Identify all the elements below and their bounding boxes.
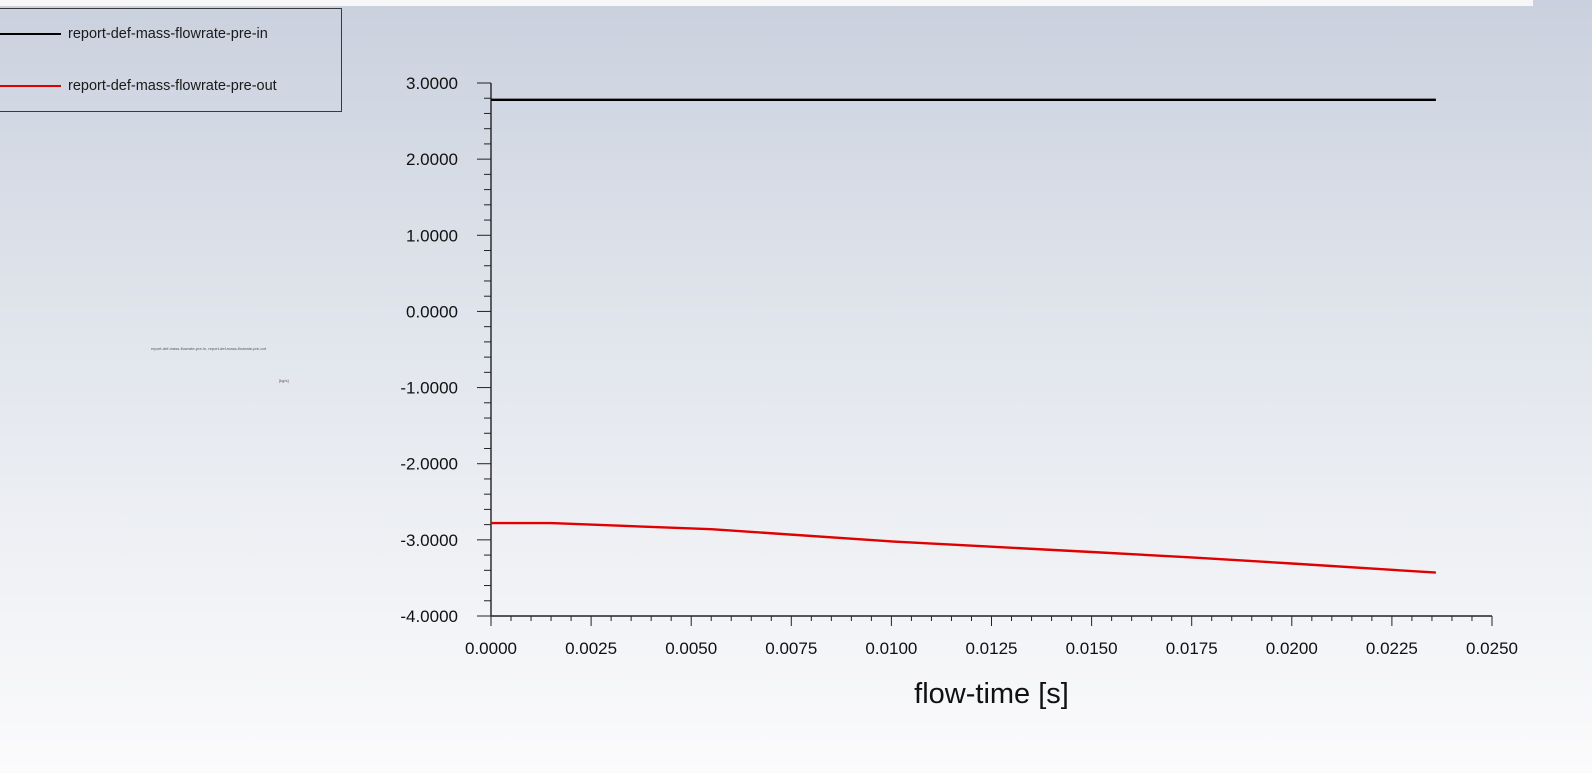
chart-axes bbox=[477, 82, 1493, 626]
minor-unit-text: [kg/s] bbox=[279, 378, 289, 383]
legend-label-pre-in: report-def-mass-flowrate-pre-in bbox=[68, 26, 268, 42]
legend-swatch-pre-in bbox=[0, 33, 61, 35]
x-tick-label: 0.0225 bbox=[1366, 639, 1418, 658]
x-tick-label: 0.0100 bbox=[865, 639, 917, 658]
chart-tick-labels: 3.0000 2.0000 1.0000 0.0000 -1.0000 -2.0000 -3… bbox=[400, 74, 1518, 710]
x-tick-label: 0.0075 bbox=[765, 639, 817, 658]
y-tick-label: -2.0000 bbox=[400, 455, 458, 474]
window-top-strip bbox=[0, 0, 1533, 6]
legend-item-pre-out: report-def-mass-flowrate-pre-out bbox=[0, 76, 277, 96]
y-tick-label: -4.0000 bbox=[400, 607, 458, 626]
x-tick-label: 0.0150 bbox=[1066, 639, 1118, 658]
y-tick-label: 0.0000 bbox=[406, 302, 458, 321]
x-tick-label: 0.0200 bbox=[1266, 639, 1318, 658]
chart-series-layer bbox=[491, 98, 1436, 574]
chart-legend: report-def-mass-flowrate-pre-in report-d… bbox=[0, 8, 342, 112]
series-line-pre-out bbox=[491, 521, 1436, 574]
y-tick-label: -1.0000 bbox=[400, 379, 458, 398]
legend-item-pre-in: report-def-mass-flowrate-pre-in bbox=[0, 24, 268, 44]
x-tick-label: 0.0050 bbox=[665, 639, 717, 658]
x-tick-label: 0.0025 bbox=[565, 639, 617, 658]
y-tick-label: 2.0000 bbox=[406, 150, 458, 169]
x-tick-label: 0.0125 bbox=[966, 639, 1018, 658]
x-tick-label: 0.0000 bbox=[465, 639, 517, 658]
y-tick-label: 1.0000 bbox=[406, 226, 458, 245]
x-axis-title: flow-time [s] bbox=[914, 678, 1069, 710]
y-tick-label: -3.0000 bbox=[400, 531, 458, 550]
x-tick-label: 0.0175 bbox=[1166, 639, 1218, 658]
minor-ylabel-text: report-def-mass-flowrate-pre-in, report-… bbox=[151, 346, 266, 351]
legend-label-pre-out: report-def-mass-flowrate-pre-out bbox=[68, 78, 277, 94]
legend-swatch-pre-out bbox=[0, 85, 61, 87]
y-tick-label: 3.0000 bbox=[406, 74, 458, 93]
x-tick-label: 0.0250 bbox=[1466, 639, 1518, 658]
